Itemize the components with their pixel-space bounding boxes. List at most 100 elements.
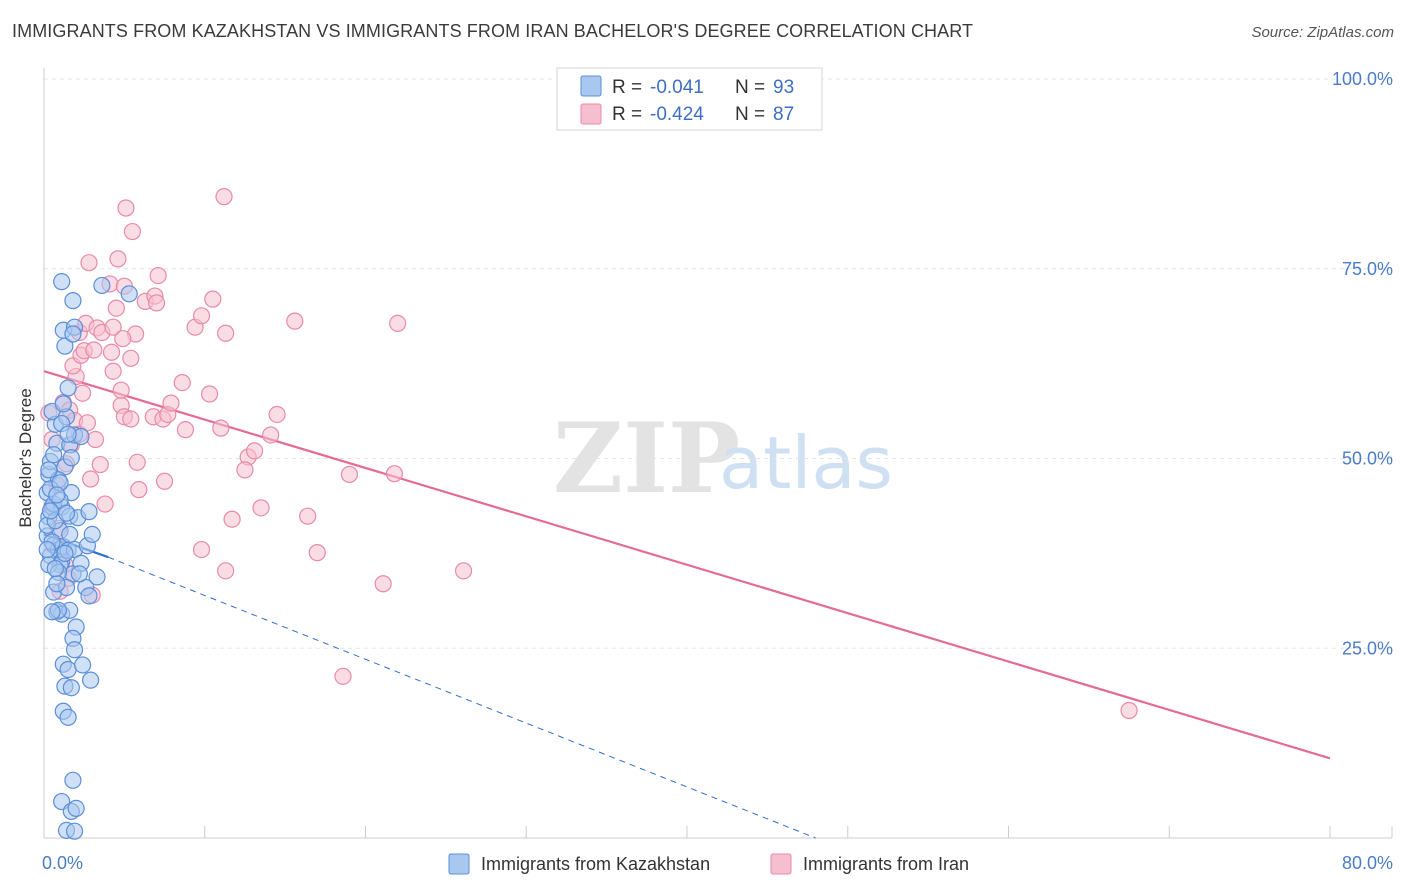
data-point-kazakhstan <box>73 656 92 674</box>
data-point-kazakhstan <box>62 449 80 467</box>
data-point-kazakhstan <box>83 525 101 544</box>
data-point-kazakhstan <box>64 325 82 343</box>
bottom-legend-swatch-iran <box>770 853 792 875</box>
data-point-iran <box>85 341 103 359</box>
data-point-iran <box>162 394 180 412</box>
data-point-iran <box>385 465 404 483</box>
data-point-iran <box>82 470 100 488</box>
data-point-iran <box>286 312 304 330</box>
y-axis-label: Bachelor's Degree <box>16 388 35 527</box>
data-point-iran <box>104 318 122 336</box>
data-point-iran <box>122 410 140 428</box>
data-point-iran <box>123 222 142 241</box>
x-tick-labels: 0.0% 80.0% <box>42 853 1393 873</box>
data-point-iran <box>91 455 109 474</box>
data-point-iran <box>223 510 241 528</box>
data-point-iran <box>299 507 317 525</box>
x-tick-label: 80.0% <box>1342 853 1393 873</box>
data-point-iran <box>192 540 211 559</box>
data-point-kazakhstan <box>41 502 60 520</box>
data-point-kazakhstan <box>45 446 63 464</box>
axes <box>43 68 1393 839</box>
bottom-legend: Immigrants from Kazakhstan Immigrants fr… <box>448 853 969 875</box>
data-point-iran <box>204 290 222 308</box>
y-tick-label: 50.0% <box>1342 449 1393 469</box>
data-point-kazakhstan <box>48 575 66 593</box>
data-point-iran <box>102 343 121 361</box>
data-point-iran <box>215 188 233 206</box>
data-point-kazakhstan <box>82 671 100 689</box>
data-point-kazakhstan <box>57 504 76 522</box>
data-point-iran <box>86 430 105 449</box>
legend-r-value-1: -0.041 <box>650 77 704 98</box>
data-point-iran <box>107 299 125 317</box>
legend-swatch-kazakhstan <box>580 75 602 97</box>
data-point-iran <box>147 294 166 312</box>
data-point-iran <box>217 562 235 580</box>
data-point-iran <box>340 465 359 484</box>
legend-n-label-2: N = <box>735 104 765 125</box>
data-point-kazakhstan <box>59 379 77 397</box>
data-point-iran <box>122 349 140 367</box>
data-point-kazakhstan <box>38 540 56 559</box>
legend-r-label-2: R = <box>612 104 642 125</box>
legend-n-value-2: 87 <box>773 104 794 125</box>
data-point-kazakhstan <box>61 525 79 544</box>
data-point-kazakhstan <box>65 641 84 659</box>
data-point-iran <box>114 329 132 348</box>
legend-r-label-1: R = <box>612 77 642 98</box>
gridlines <box>44 78 1392 649</box>
data-point-kazakhstan <box>54 395 72 413</box>
data-point-iran <box>308 544 326 562</box>
y-tick-label: 100.0% <box>1332 69 1393 89</box>
data-point-iran <box>217 324 235 342</box>
bottom-legend-swatch-kazakhstan <box>448 853 470 875</box>
data-point-iran <box>173 374 191 392</box>
x-tick-label: 0.0% <box>42 853 83 873</box>
data-point-iran <box>130 481 148 499</box>
data-point-kazakhstan <box>59 660 77 679</box>
y-tick-labels: 25.0% 50.0% 75.0% 100.0% <box>1332 69 1393 658</box>
data-point-kazakhstan <box>59 708 77 726</box>
bottom-legend-label-iran: Immigrants from Iran <box>803 854 969 874</box>
data-point-iran <box>245 442 264 460</box>
data-point-iran <box>155 472 174 490</box>
data-point-iran <box>374 575 392 593</box>
data-point-kazakhstan <box>80 587 98 605</box>
legend-n-value-1: 93 <box>773 77 794 98</box>
data-point-iran <box>334 667 352 685</box>
trendline-kazakhstan-extension <box>108 556 816 839</box>
legend-swatch-iran <box>580 103 602 125</box>
data-point-kazakhstan <box>56 544 74 562</box>
data-point-kazakhstan <box>93 276 111 295</box>
data-point-iran <box>104 362 122 380</box>
data-point-iran <box>149 266 167 285</box>
data-point-iran <box>236 461 254 479</box>
bottom-legend-label-kazakhstan: Immigrants from Kazakhstan <box>481 854 710 874</box>
data-point-kazakhstan <box>65 822 84 840</box>
data-point-iran <box>80 254 98 272</box>
legend-r-value-2: -0.424 <box>650 104 704 125</box>
data-point-iran <box>252 499 270 517</box>
data-point-iran <box>454 562 473 580</box>
data-point-iran <box>73 384 92 402</box>
data-point-kazakhstan <box>67 799 85 817</box>
data-point-iran <box>112 381 130 399</box>
chart-title: IMMIGRANTS FROM KAZAKHSTAN VS IMMIGRANTS… <box>12 21 974 41</box>
data-point-iran <box>200 385 219 403</box>
data-point-kazakhstan <box>48 486 66 504</box>
data-point-iran <box>128 453 146 471</box>
y-tick-label: 75.0% <box>1342 259 1393 279</box>
data-point-iran <box>117 199 135 217</box>
data-point-kazakhstan <box>120 285 138 303</box>
legend-n-label-1: N = <box>735 77 765 98</box>
data-point-kazakhstan <box>40 461 58 479</box>
data-point-iran <box>268 405 286 424</box>
top-legend: R = -0.041 N = 93 R = -0.424 N = 87 <box>556 67 823 131</box>
watermark-atlas: atlas <box>719 421 893 505</box>
data-point-iran <box>212 419 230 437</box>
data-point-kazakhstan <box>46 559 64 578</box>
data-point-kazakhstan <box>53 273 71 291</box>
data-point-kazakhstan <box>64 771 82 789</box>
